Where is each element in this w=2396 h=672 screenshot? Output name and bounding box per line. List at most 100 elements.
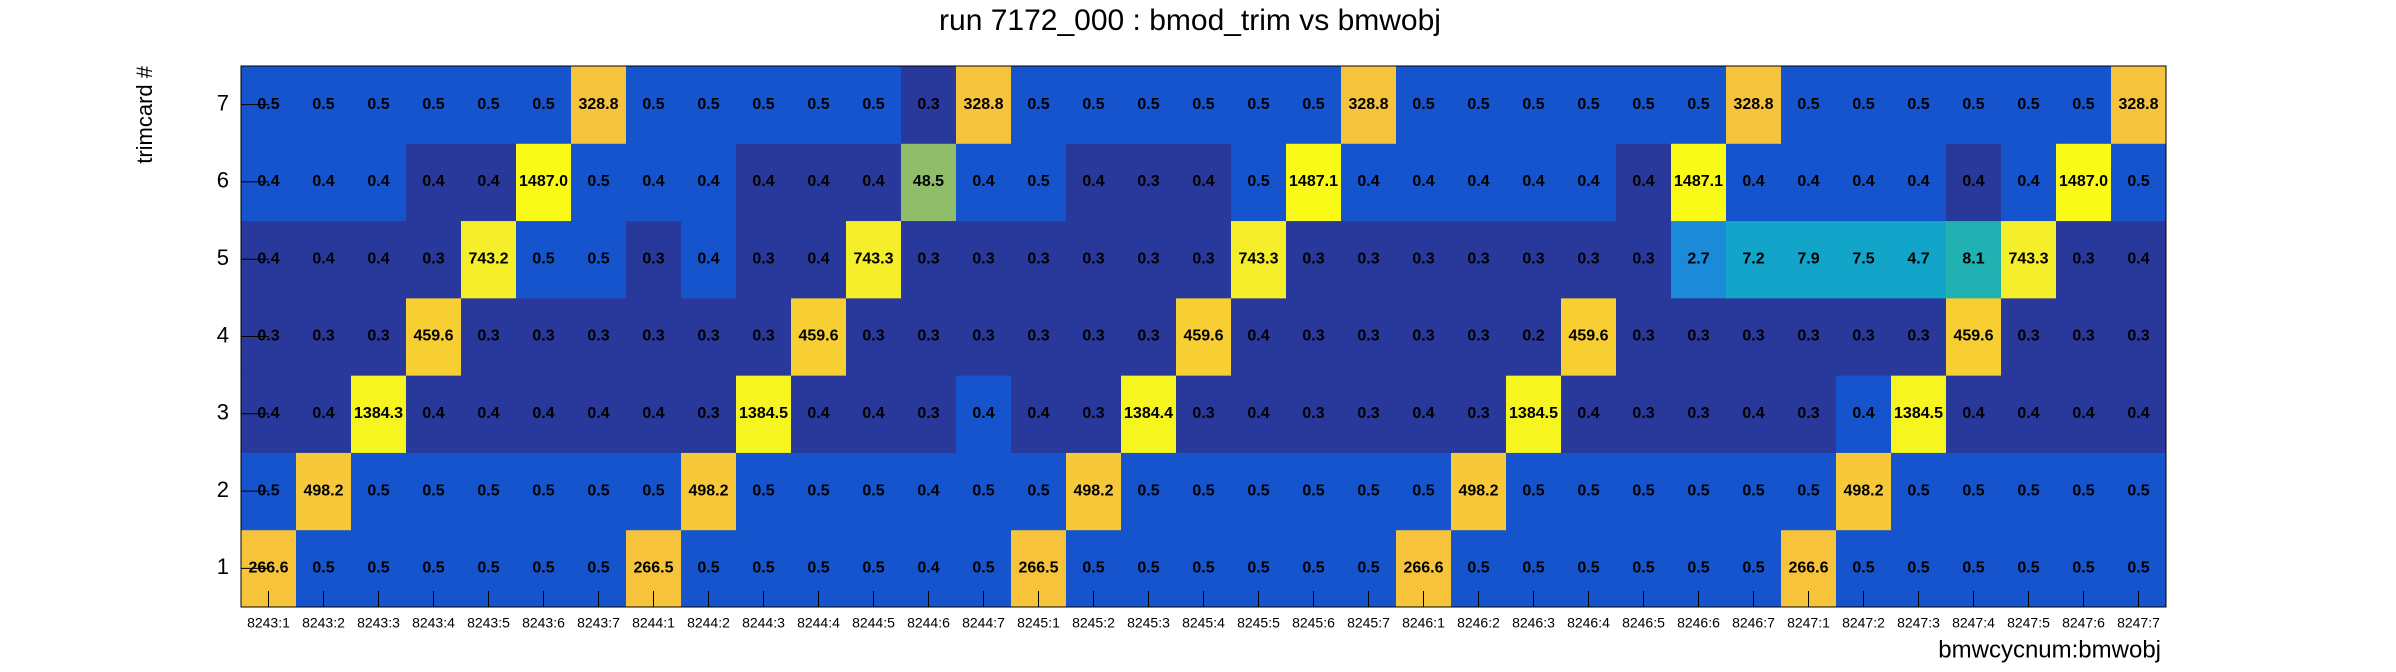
heatmap-cell xyxy=(681,452,737,531)
heatmap-cell xyxy=(901,66,957,144)
heatmap-cell xyxy=(2001,220,2057,299)
cell-label: 266.6 xyxy=(1403,560,1443,577)
cell-label: 0.5 xyxy=(752,560,774,577)
cell-label: 0.4 xyxy=(1082,173,1104,190)
cell-label: 0.4 xyxy=(1742,173,1764,190)
heatmap-cell xyxy=(1286,66,1342,144)
heatmap-cell xyxy=(1561,143,1617,222)
cell-label: 0.5 xyxy=(697,560,719,577)
cell-label: 0.3 xyxy=(1522,250,1544,267)
heatmap-cell xyxy=(1066,297,1122,376)
cell-label: 0.5 xyxy=(697,96,719,113)
heatmap-cell xyxy=(351,375,407,453)
heatmap-cell xyxy=(1616,66,1672,144)
heatmap-cell xyxy=(1946,143,2002,222)
heatmap-cell xyxy=(1011,220,1067,299)
cell-label: 0.4 xyxy=(972,405,994,422)
heatmap-cell xyxy=(1891,452,1947,531)
cell-label: 0.4 xyxy=(532,405,554,422)
x-tick-label: 8246:7 xyxy=(1732,615,1775,631)
cell-label: 0.4 xyxy=(697,173,719,190)
cell-label: 0.3 xyxy=(917,328,939,345)
cell-label: 0.5 xyxy=(477,482,499,499)
heatmap-cell xyxy=(1506,66,1562,144)
cell-label: 0.5 xyxy=(2127,482,2149,499)
cell-label: 0.4 xyxy=(1412,173,1434,190)
cell-label: 0.3 xyxy=(1357,328,1379,345)
x-tick-label: 8245:5 xyxy=(1237,615,1280,631)
cell-label: 1384.3 xyxy=(354,405,403,422)
heatmap-cell xyxy=(956,297,1012,376)
cell-label: 48.5 xyxy=(913,173,944,190)
heatmap-cell xyxy=(296,220,352,299)
cell-label: 0.5 xyxy=(532,560,554,577)
heatmap-cell xyxy=(956,375,1012,453)
cell-label: 0.3 xyxy=(917,96,939,113)
cell-label: 0.4 xyxy=(862,405,884,422)
cell-label: 0.5 xyxy=(1247,173,1269,190)
x-tick-label: 8247:2 xyxy=(1842,615,1885,631)
x-tick-label: 8247:5 xyxy=(2007,615,2050,631)
cell-label: 0.3 xyxy=(1687,405,1709,422)
cell-label: 0.5 xyxy=(807,96,829,113)
cell-label: 0.5 xyxy=(642,482,664,499)
cell-label: 0.4 xyxy=(752,173,774,190)
heatmap-cell xyxy=(461,297,517,376)
x-tick-label: 8246:3 xyxy=(1512,615,1555,631)
heatmap-cell xyxy=(956,143,1012,222)
cell-label: 0.5 xyxy=(1027,482,1049,499)
heatmap-cell xyxy=(2056,297,2112,376)
cell-label: 0.5 xyxy=(1467,560,1489,577)
heatmap-cell xyxy=(1011,375,1067,453)
heatmap-cell xyxy=(681,375,737,453)
heatmap-cell xyxy=(516,220,572,299)
cell-label: 0.3 xyxy=(697,405,719,422)
cell-label: 0.5 xyxy=(367,482,389,499)
x-tick-label: 8247:1 xyxy=(1787,615,1830,631)
heatmap-cell xyxy=(2111,220,2167,299)
cell-label: 0.5 xyxy=(477,560,499,577)
heatmap-cell xyxy=(1946,297,2002,376)
cell-label: 0.4 xyxy=(1797,173,1819,190)
x-tick-label: 8243:6 xyxy=(522,615,565,631)
cell-label: 0.5 xyxy=(2127,560,2149,577)
cell-label: 0.5 xyxy=(367,96,389,113)
heatmap-cell xyxy=(1066,66,1122,144)
heatmap-cell xyxy=(1396,220,1452,299)
cell-label: 0.5 xyxy=(2072,560,2094,577)
heatmap-cell xyxy=(791,143,847,222)
cell-label: 0.5 xyxy=(312,560,334,577)
heatmap-cell xyxy=(1616,375,1672,453)
heatmap-cell xyxy=(516,297,572,376)
heatmap-cell xyxy=(571,375,627,453)
cell-label: 0.3 xyxy=(1467,405,1489,422)
heatmap-cell xyxy=(1451,66,1507,144)
heatmap-cell xyxy=(1836,143,1892,222)
heatmap-cell xyxy=(1396,375,1452,453)
cell-label: 1384.5 xyxy=(739,405,788,422)
cell-label: 0.4 xyxy=(422,173,444,190)
cell-label: 0.5 xyxy=(1742,482,1764,499)
heatmap-cell xyxy=(571,143,627,222)
cell-label: 743.2 xyxy=(468,250,508,267)
cell-label: 0.5 xyxy=(1687,96,1709,113)
heatmap-cell xyxy=(1891,297,1947,376)
cell-label: 0.4 xyxy=(1577,405,1599,422)
heatmap-cell xyxy=(2111,297,2167,376)
heatmap-cell xyxy=(1011,297,1067,376)
heatmap-cell xyxy=(1781,297,1837,376)
cell-label: 498.2 xyxy=(1458,482,1498,499)
cell-label: 0.5 xyxy=(1082,560,1104,577)
cell-label: 0.5 xyxy=(2072,482,2094,499)
cell-label: 0.5 xyxy=(1852,560,1874,577)
cell-label: 1487.1 xyxy=(1289,173,1338,190)
x-tick-label: 8246:1 xyxy=(1402,615,1445,631)
cell-label: 0.5 xyxy=(1137,482,1159,499)
cell-label: 1384.5 xyxy=(1509,405,1558,422)
heatmap-cell xyxy=(681,220,737,299)
cell-label: 0.5 xyxy=(1522,96,1544,113)
cell-label: 498.2 xyxy=(1843,482,1883,499)
heatmap-cell xyxy=(681,297,737,376)
cell-label: 0.4 xyxy=(2017,173,2039,190)
